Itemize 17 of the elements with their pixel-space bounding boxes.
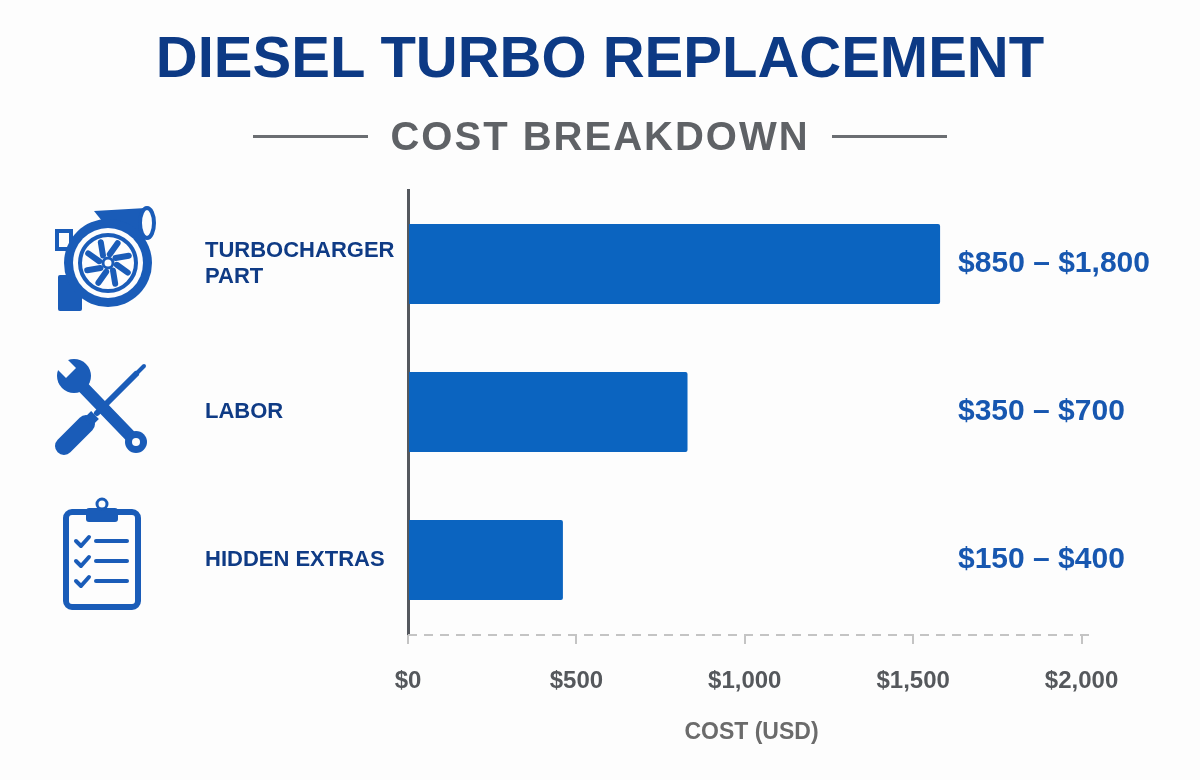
- x-tick-label: $1,000: [708, 666, 782, 694]
- bar: [409, 520, 563, 600]
- x-axis-title: COST (USD): [684, 717, 819, 744]
- y-tick-label: TURBOCHARGER PART: [205, 237, 395, 288]
- chart-subtitle: COST BREAKDOWN: [390, 114, 810, 158]
- annotation: $150 – $400: [958, 541, 1125, 575]
- bar: [409, 372, 688, 452]
- bar: [409, 224, 941, 304]
- chart-title: DIESEL TURBO REPLACEMENT: [154, 24, 1046, 89]
- y-tick-label: LABOR: [205, 398, 284, 424]
- y-tick-label: HIDDEN EXTRAS: [205, 546, 385, 572]
- x-tick-label: $1,500: [876, 666, 950, 694]
- annotation: $850 – $1,800: [958, 245, 1150, 279]
- x-tick-label: $0: [394, 666, 422, 694]
- annotation: $350 – $700: [958, 393, 1125, 427]
- x-tick-label: $500: [549, 666, 604, 694]
- x-tick-label: $2,000: [1044, 666, 1119, 694]
